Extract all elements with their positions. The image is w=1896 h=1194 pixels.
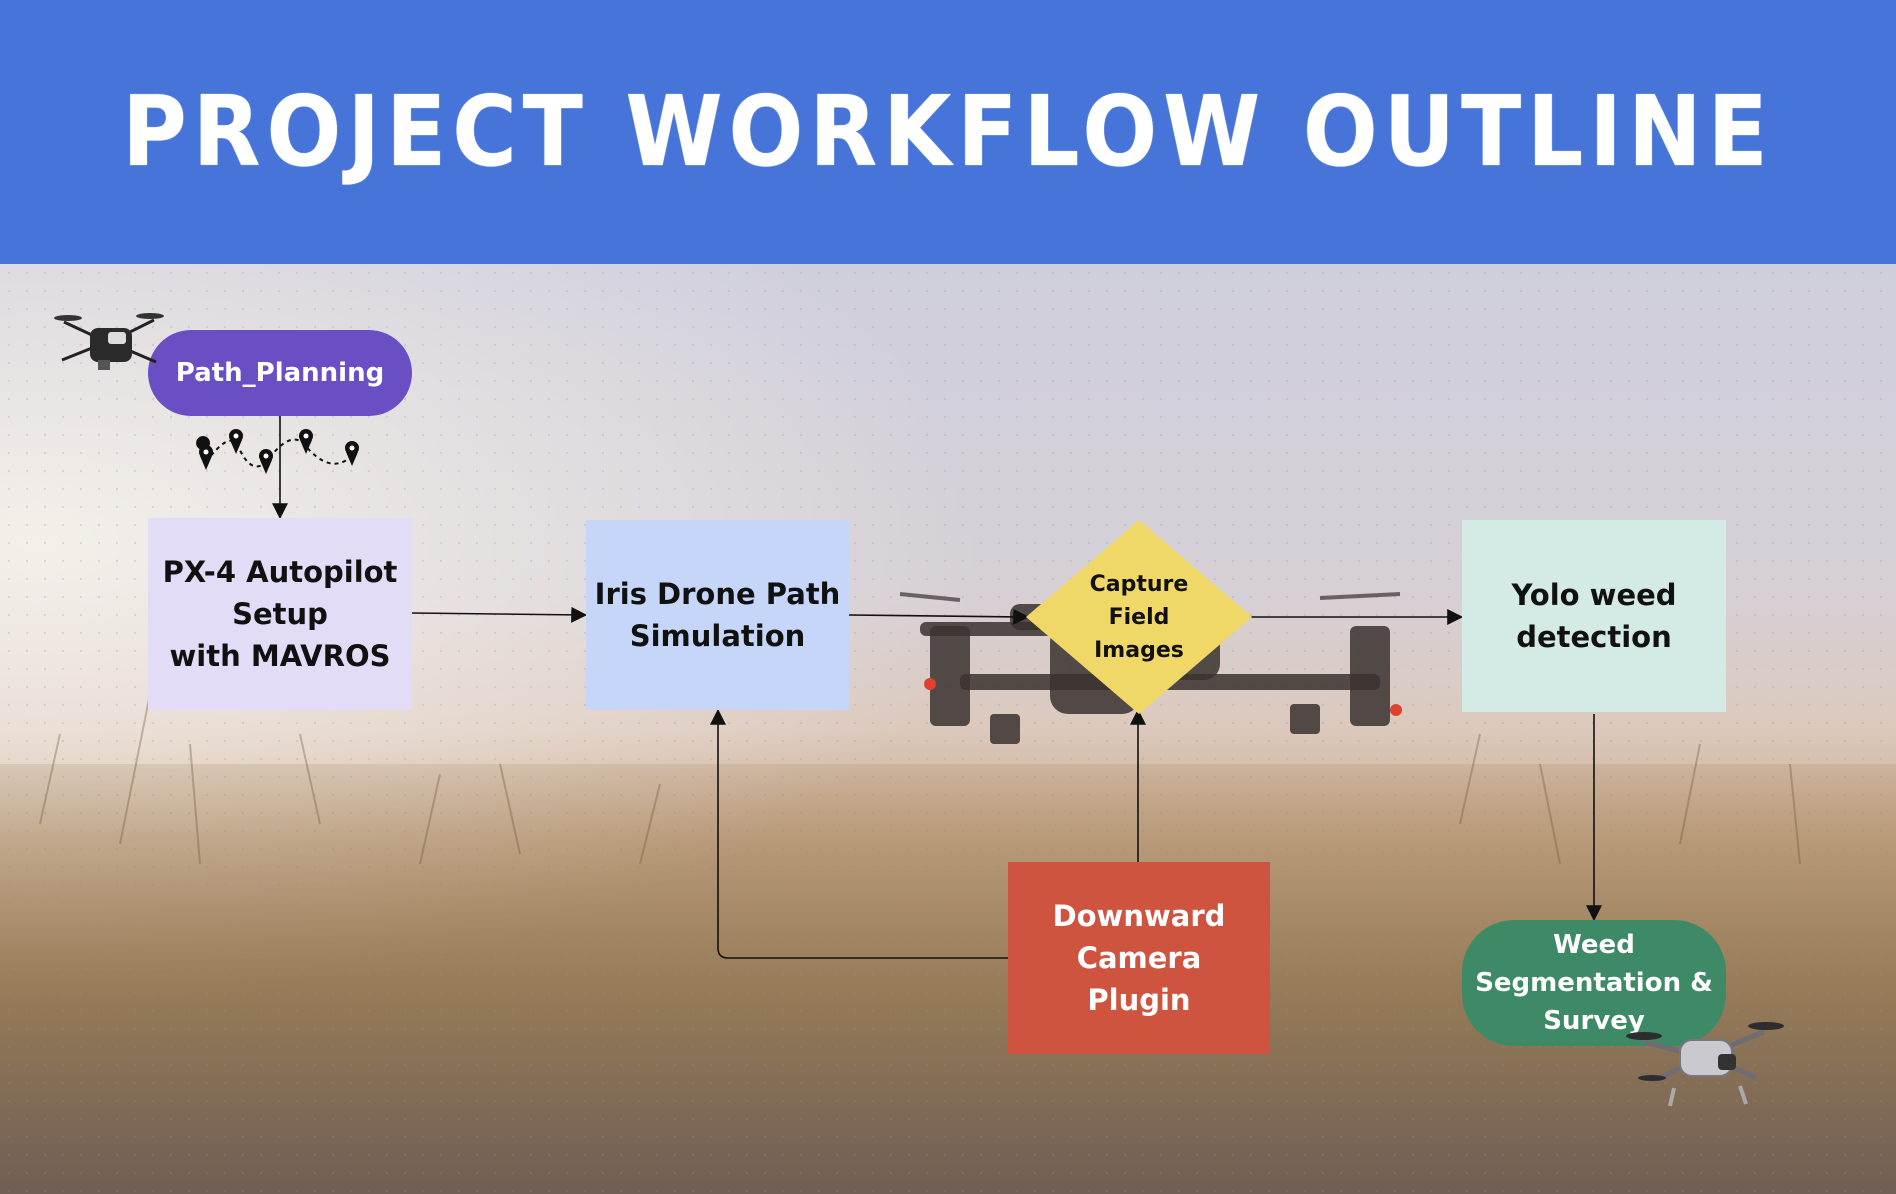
edge-camera-iris — [710, 708, 1008, 959]
edge-iris-capture — [848, 608, 1030, 625]
node-capture-field-images: Capture Field Images — [1066, 560, 1212, 674]
node-path-planning-label: Path_Planning — [175, 358, 385, 388]
node-camera-plugin: Downward Camera Plugin — [1008, 862, 1270, 1054]
drone-icon — [54, 313, 164, 370]
drone-icon — [1626, 1022, 1784, 1107]
page-title: PROJECT WORKFLOW OUTLINE — [122, 74, 1774, 189]
node-path-planning: Path_Planning — [148, 330, 412, 416]
node-px4-setup-label: PX-4 Autopilot Setup with MAVROS — [162, 555, 398, 673]
edge-px4-iris — [411, 606, 588, 623]
node-yolo-detection-label: Yolo weed detection — [1511, 578, 1677, 654]
node-capture-diamond — [1026, 520, 1252, 714]
node-iris-simulation-label: Iris Drone Path Simulation — [594, 577, 841, 653]
node-px4-setup: PX-4 Autopilot Setup with MAVROS — [148, 518, 412, 710]
node-yolo-detection: Yolo weed detection — [1462, 520, 1726, 712]
node-iris-simulation: Iris Drone Path Simulation — [586, 520, 849, 710]
field-drone-background — [0, 264, 1896, 1194]
waypoint-path-icon — [196, 429, 359, 474]
title-banner — [0, 0, 1896, 264]
node-capture-label: Capture Field Images — [1089, 571, 1189, 663]
node-camera-plugin-label: Downward Camera Plugin — [1052, 899, 1226, 1017]
